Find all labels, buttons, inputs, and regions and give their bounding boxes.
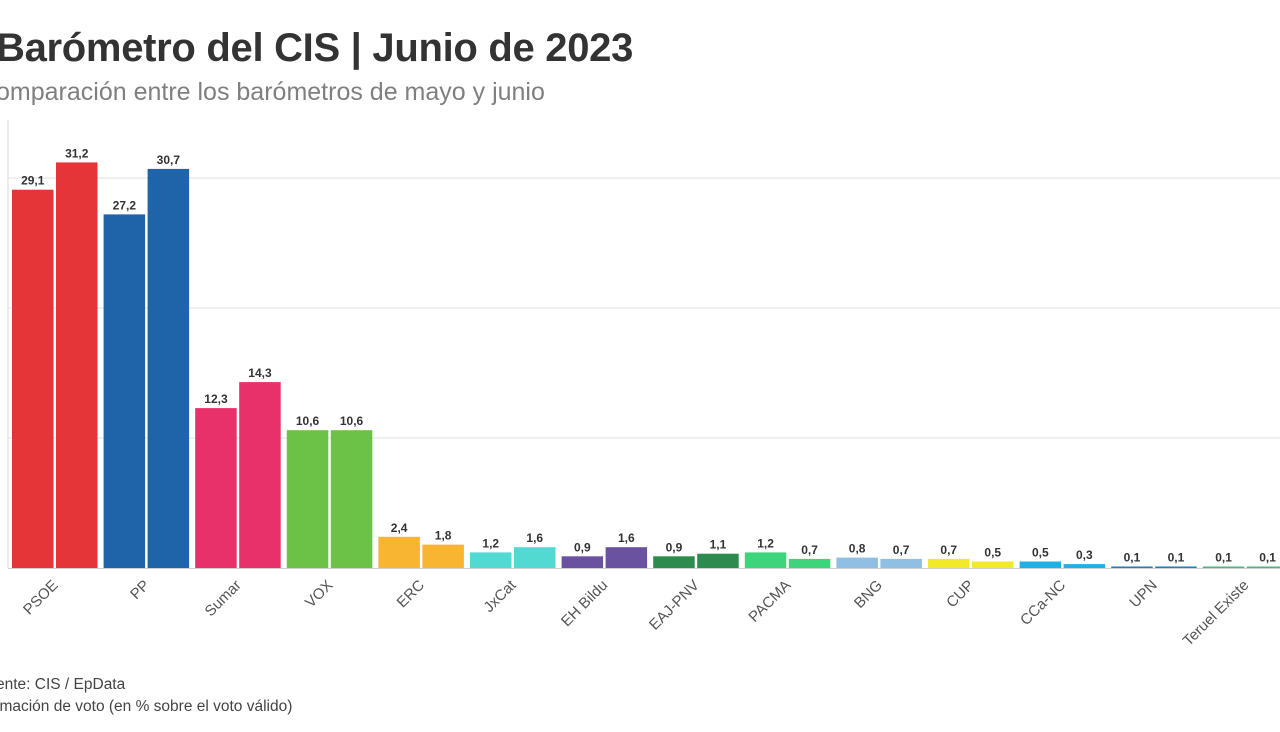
data-label-eh-bildu-2: 1,6 bbox=[618, 531, 635, 545]
bar-eh-bildu-1 bbox=[561, 556, 604, 568]
x-tick-label-teruel-existe: Teruel Existe bbox=[1180, 577, 1253, 650]
bar-upn-2 bbox=[1155, 566, 1197, 568]
x-tick-label-eh-bildu: EH Bildu bbox=[558, 577, 611, 630]
data-label-pacma-2: 0,7 bbox=[801, 543, 818, 557]
data-label-psoe-2: 31,2 bbox=[65, 146, 89, 160]
data-label-cup-2: 0,5 bbox=[984, 546, 1001, 560]
bar-jxcat-2 bbox=[514, 547, 556, 568]
data-label-upn-2: 0,1 bbox=[1168, 551, 1185, 565]
data-label-vox-1: 10,6 bbox=[296, 414, 320, 428]
data-label-cup-1: 0,7 bbox=[940, 543, 957, 557]
x-tick-label-cup: CUP bbox=[943, 577, 977, 611]
bar-cup-1 bbox=[928, 558, 970, 568]
data-label-pp-2: 30,7 bbox=[157, 153, 181, 167]
data-label-pp-1: 27,2 bbox=[113, 198, 137, 212]
data-label-pacma-1: 1,2 bbox=[757, 536, 774, 550]
data-label-cca-nc-2: 0,3 bbox=[1076, 548, 1093, 562]
bar-jxcat-1 bbox=[470, 552, 512, 568]
bar-bng-1 bbox=[836, 557, 878, 568]
bar-psoe-1 bbox=[12, 189, 54, 568]
x-tick-label-eaj-pnv: EAJ-PNV bbox=[646, 577, 703, 634]
chart-title: Barómetro del CIS | Junio de 2023 bbox=[0, 26, 634, 70]
x-tick-label-psoe: PSOE bbox=[20, 577, 61, 618]
data-label-psoe-1: 29,1 bbox=[21, 174, 45, 188]
data-label-teruel-existe-1: 0,1 bbox=[1215, 551, 1232, 565]
bar-sumar-2 bbox=[239, 382, 281, 568]
bar-teruel-existe-2 bbox=[1246, 566, 1280, 568]
bar-psoe-2 bbox=[56, 162, 98, 568]
bar-teruel-existe-1 bbox=[1202, 566, 1245, 568]
data-label-eaj-pnv-2: 1,1 bbox=[710, 538, 727, 552]
x-tick-label-sumar: Sumar bbox=[202, 577, 245, 620]
bar-sumar-1 bbox=[195, 408, 237, 568]
bar-bng-2 bbox=[880, 558, 922, 568]
bar-vox-2 bbox=[330, 430, 373, 568]
x-tick-label-pacma: PACMA bbox=[745, 577, 794, 626]
x-tick-label-jxcat: JxCat bbox=[480, 576, 520, 616]
data-label-eh-bildu-1: 0,9 bbox=[574, 540, 591, 554]
data-label-erc-2: 1,8 bbox=[435, 529, 452, 543]
x-tick-label-pp: PP bbox=[127, 577, 153, 603]
bar-eaj-pnv-2 bbox=[697, 553, 739, 568]
bar-cup-2 bbox=[972, 561, 1014, 568]
data-label-eaj-pnv-1: 0,9 bbox=[666, 540, 683, 554]
bar-erc-1 bbox=[378, 536, 420, 568]
source-note: ente: CIS / EpData bbox=[0, 676, 126, 693]
bar-eh-bildu-2 bbox=[605, 547, 648, 568]
x-tick-label-erc: ERC bbox=[394, 577, 429, 612]
bar-pacma-1 bbox=[744, 552, 787, 568]
x-tick-label-upn: UPN bbox=[1126, 577, 1160, 611]
data-label-sumar-1: 12,3 bbox=[204, 392, 228, 406]
data-label-vox-2: 10,6 bbox=[340, 414, 364, 428]
data-label-upn-1: 0,1 bbox=[1124, 551, 1141, 565]
bar-erc-2 bbox=[422, 544, 464, 568]
data-label-bng-1: 0,8 bbox=[849, 542, 866, 556]
data-label-cca-nc-1: 0,5 bbox=[1032, 546, 1049, 560]
bar-eaj-pnv-1 bbox=[653, 556, 695, 568]
data-label-jxcat-2: 1,6 bbox=[526, 531, 543, 545]
data-label-bng-2: 0,7 bbox=[893, 543, 910, 557]
x-tick-label-bng: BNG bbox=[851, 577, 886, 612]
bar-pp-1 bbox=[103, 214, 146, 568]
data-label-sumar-2: 14,3 bbox=[248, 366, 272, 380]
bar-upn-1 bbox=[1111, 566, 1153, 568]
bar-cca-nc-2 bbox=[1063, 564, 1106, 568]
bar-cca-nc-1 bbox=[1019, 561, 1062, 568]
x-tick-label-vox: VOX bbox=[302, 577, 336, 611]
measure-note: imación de voto (en % sobre el voto váli… bbox=[0, 698, 293, 715]
chart-subtitle: omparación entre los barómetros de mayo … bbox=[0, 78, 545, 106]
x-tick-label-cca-nc: CCa-NC bbox=[1017, 577, 1069, 629]
bar-pp-2 bbox=[147, 168, 190, 568]
data-label-erc-1: 2,4 bbox=[391, 521, 408, 535]
data-label-teruel-existe-2: 0,1 bbox=[1259, 551, 1276, 565]
bar-vox-1 bbox=[286, 430, 329, 568]
data-label-jxcat-1: 1,2 bbox=[482, 536, 499, 550]
bar-pacma-2 bbox=[788, 558, 831, 568]
